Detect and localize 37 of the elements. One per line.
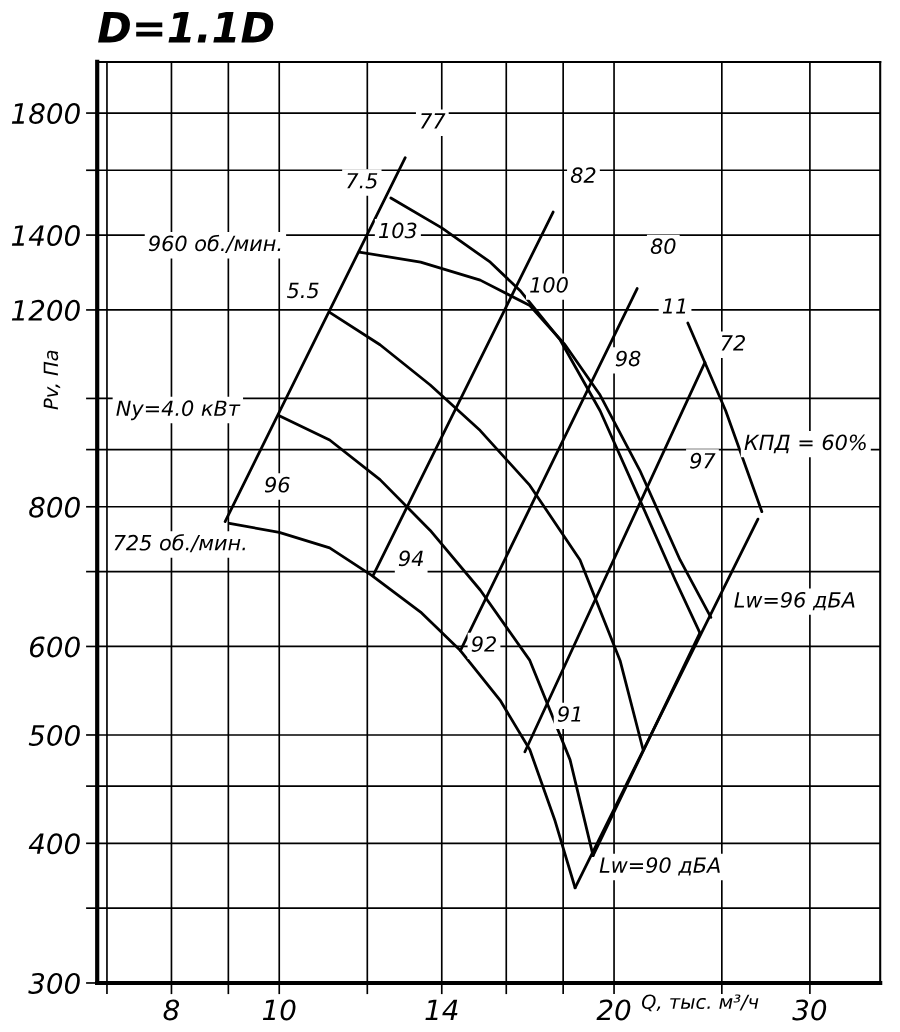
- annotation: 725 об./мин.: [114, 534, 245, 553]
- annotation: 11: [662, 298, 686, 314]
- x-tick-label: 8: [163, 999, 180, 1021]
- annotation: Ny=4.0 кВт: [116, 400, 241, 421]
- annotation: 5.5: [286, 282, 319, 299]
- x-tick-label: 30: [792, 999, 827, 1021]
- annotation: 80: [650, 238, 676, 255]
- annotation: 96: [264, 476, 290, 493]
- x-tick-label: 10: [262, 999, 296, 1021]
- annotation: 7.5: [347, 173, 378, 189]
- annotation: 103: [379, 222, 417, 239]
- annotation: Lw=90 дБА: [599, 857, 720, 876]
- y-axis-title: Pv, Па: [43, 350, 61, 410]
- x-axis-title: Q, тыс. м³/ч: [641, 994, 759, 1012]
- annotation: 98: [615, 350, 641, 367]
- y-tick-label: 1200: [11, 299, 80, 321]
- annotation: 82: [570, 167, 596, 184]
- y-tick-label: 500: [28, 724, 80, 746]
- annotation: 100: [530, 276, 568, 293]
- annotation: 97: [690, 452, 716, 469]
- y-tick-label: 800: [29, 496, 80, 518]
- x-tick-label: 14: [425, 999, 458, 1021]
- y-tick-label: 600: [29, 636, 80, 658]
- x-tick-label: 20: [596, 999, 631, 1021]
- annotation: 92: [471, 636, 496, 652]
- annotation: КПД = 60%: [744, 434, 866, 454]
- y-tick-label: 400: [28, 833, 80, 855]
- annotation: 77: [421, 113, 446, 129]
- annotation: 72: [721, 334, 745, 351]
- y-tick-label: 300: [28, 972, 80, 994]
- y-tick-label: 1400: [11, 225, 80, 247]
- chart-title: D=1.1D: [98, 12, 274, 43]
- annotation: 960 об./мин.: [148, 234, 281, 253]
- annotation: 94: [398, 550, 423, 567]
- annotation: 91: [557, 706, 581, 722]
- y-tick-label: 1800: [11, 103, 80, 125]
- annotation: Lw=96 дБА: [734, 591, 855, 611]
